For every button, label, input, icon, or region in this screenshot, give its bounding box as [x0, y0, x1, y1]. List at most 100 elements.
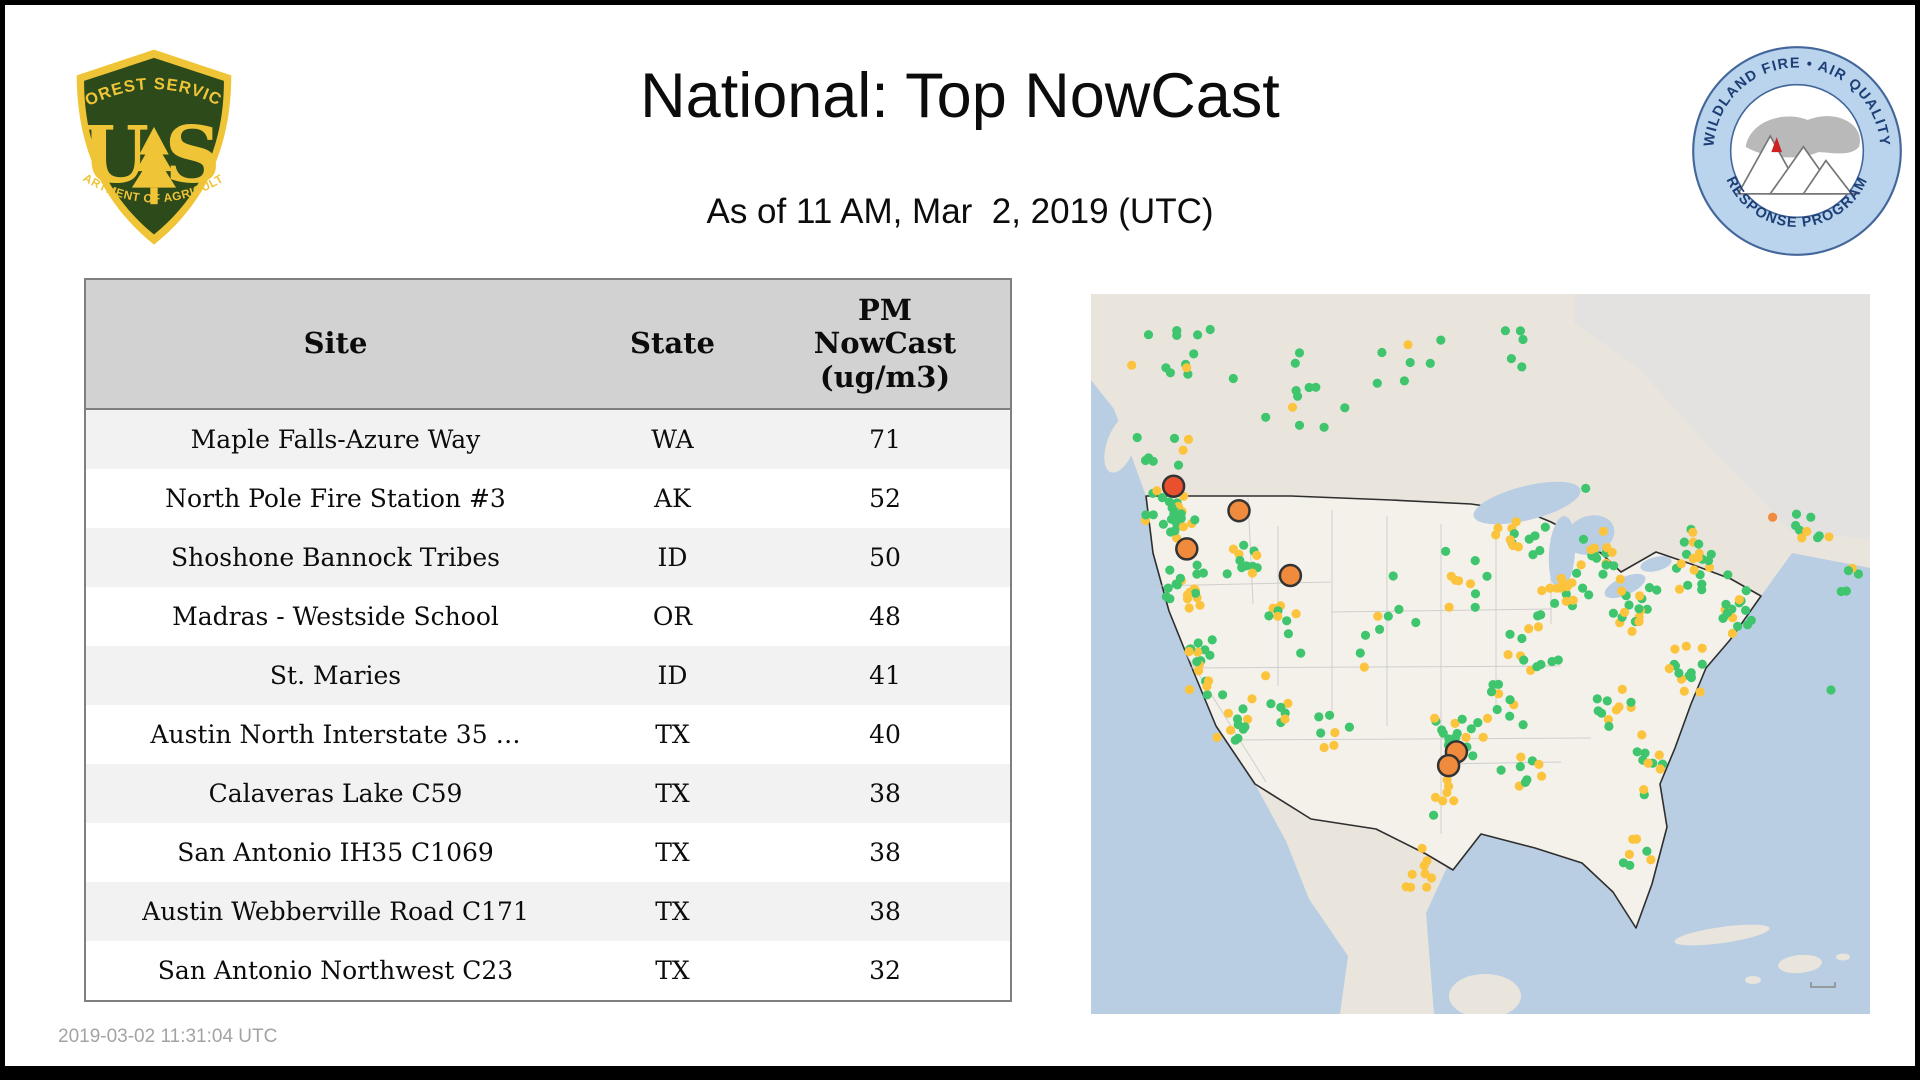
monitor-dot	[1444, 602, 1454, 612]
mountains-smoke-art	[1734, 116, 1860, 195]
monitor-dot	[1207, 635, 1217, 645]
monitor-dot	[1452, 728, 1462, 739]
monitor-dot	[1340, 403, 1350, 413]
monitor-dot	[1182, 363, 1192, 373]
monitor-dot	[1470, 556, 1480, 566]
monitor-dot	[1228, 373, 1238, 384]
forest-service-logo: FOREST SERVICE U S DEPARTMENT OF AGRICUL…	[56, 31, 246, 254]
monitor-dot	[1635, 591, 1645, 601]
monitor-dot	[1176, 513, 1186, 523]
monitor-dot	[1218, 690, 1228, 700]
state-cell: ID	[657, 661, 688, 690]
monitor-dot	[1192, 560, 1202, 570]
monitor-dot	[1319, 422, 1329, 432]
monitor-dot	[1280, 714, 1290, 724]
monitor-dot	[1505, 711, 1515, 721]
monitor-dot	[1568, 595, 1578, 605]
nowcast-table-header: Site State PM NowCast (ug/m3)	[85, 279, 1011, 410]
monitor-dot	[1238, 704, 1248, 714]
monitor-dot	[1283, 629, 1293, 639]
monitor-dot	[1611, 705, 1621, 715]
monitor-dot	[1422, 882, 1432, 892]
monitor-dot	[1425, 358, 1435, 368]
monitor-dot	[1741, 586, 1751, 596]
monitor-dot	[1304, 382, 1314, 393]
monitor-dot	[1598, 526, 1608, 536]
state-cell: OR	[652, 602, 693, 631]
yucatan-peninsula	[1449, 974, 1521, 1014]
site-cell: North Pole Fire Station #3	[165, 484, 506, 513]
monitor-dot	[1670, 644, 1680, 654]
monitor-dot	[1532, 662, 1542, 672]
monitor-dot	[1189, 349, 1199, 359]
monitor-dot	[1377, 347, 1387, 358]
monitor-dot	[1247, 568, 1257, 578]
monitor-dot	[1193, 647, 1203, 657]
monitor-dot	[1438, 796, 1448, 806]
monitor-dot	[1721, 599, 1731, 609]
monitor-dot	[1166, 514, 1177, 524]
monitor-dot	[1375, 624, 1385, 634]
monitor-dot	[1515, 762, 1525, 772]
monitor-dot	[1537, 771, 1547, 781]
monitor-dot	[1676, 559, 1686, 569]
monitor-dot	[1608, 608, 1618, 618]
monitor-dot	[1127, 360, 1137, 370]
monitor-dot	[1586, 545, 1596, 555]
monitor-dot	[1578, 583, 1588, 593]
generated-timestamp: 2019-03-02 11:31:04 UTC	[58, 1026, 278, 1047]
flame-icon	[1771, 137, 1783, 153]
monitor-dot	[1505, 695, 1515, 705]
monitor-dot	[1228, 544, 1238, 554]
monitor-dot	[1212, 732, 1222, 742]
header-pm-line3: (ug/m3)	[819, 359, 951, 394]
monitor-dot	[1679, 686, 1689, 696]
monitor-dot	[1493, 523, 1503, 533]
header-pm-line2: NowCast	[813, 326, 957, 361]
monitor-dot	[1797, 533, 1807, 543]
monitor-dot	[1704, 562, 1715, 572]
monitor-dot	[1403, 340, 1413, 350]
table-row: San Antonio Northwest C23 TX 32	[85, 941, 1011, 1001]
monitor-dot	[1178, 522, 1188, 532]
monitor-dot	[1243, 714, 1253, 724]
monitor-dot	[1609, 561, 1619, 571]
forest-service-shield-svg: FOREST SERVICE U S DEPARTMENT OF AGRICUL…	[56, 31, 232, 245]
monitor-dot	[1148, 456, 1158, 466]
monitor-dot	[1492, 704, 1502, 715]
monitor-dot	[1511, 517, 1521, 527]
table-row: St. Maries ID 41	[85, 646, 1011, 705]
nowcast-table-body: Maple Falls-Azure Way WA 71 North Pole Fire…	[85, 409, 1011, 1001]
site-cell: Austin North Interstate 35 …	[150, 720, 521, 749]
monitor-dot	[1604, 721, 1614, 731]
monitor-dot	[1202, 690, 1212, 700]
monitor-dot	[1513, 542, 1523, 552]
monitor-dot	[1500, 326, 1510, 336]
monitor-dot	[1644, 583, 1655, 593]
monitor-dot	[1450, 575, 1461, 585]
monitor-dot	[1264, 611, 1274, 621]
monitor-dot	[1143, 330, 1154, 340]
monitor-dot	[1344, 722, 1354, 732]
top-site-markers-layer	[1161, 474, 1469, 778]
monitor-dot	[1161, 363, 1171, 373]
monitor-dot	[1723, 608, 1733, 618]
monitor-dot	[1261, 671, 1271, 681]
monitor-dot	[1528, 550, 1538, 560]
table-row: North Pole Fire Station #3 AK 52	[85, 469, 1011, 528]
monitor-dot	[1552, 583, 1562, 593]
monitor-dot	[1152, 486, 1162, 496]
monitor-dot	[1261, 412, 1271, 422]
monitor-dot	[1578, 534, 1589, 544]
monitor-dot	[1192, 657, 1202, 667]
monitor-dot	[1165, 565, 1175, 575]
airfire-logo-svg: WILDLAND FIRE • AIR QUALITY RESPONSE PRO…	[1692, 46, 1902, 256]
state-cell: ID	[657, 543, 688, 572]
monitor-dot	[1195, 600, 1205, 610]
monitor-dot	[1634, 604, 1644, 614]
monitor-dot	[1282, 616, 1292, 626]
monitor-dot	[1496, 765, 1506, 775]
value-cell: 48	[869, 602, 901, 631]
monitor-dot	[1132, 432, 1142, 443]
vancouver-island	[1104, 415, 1138, 473]
